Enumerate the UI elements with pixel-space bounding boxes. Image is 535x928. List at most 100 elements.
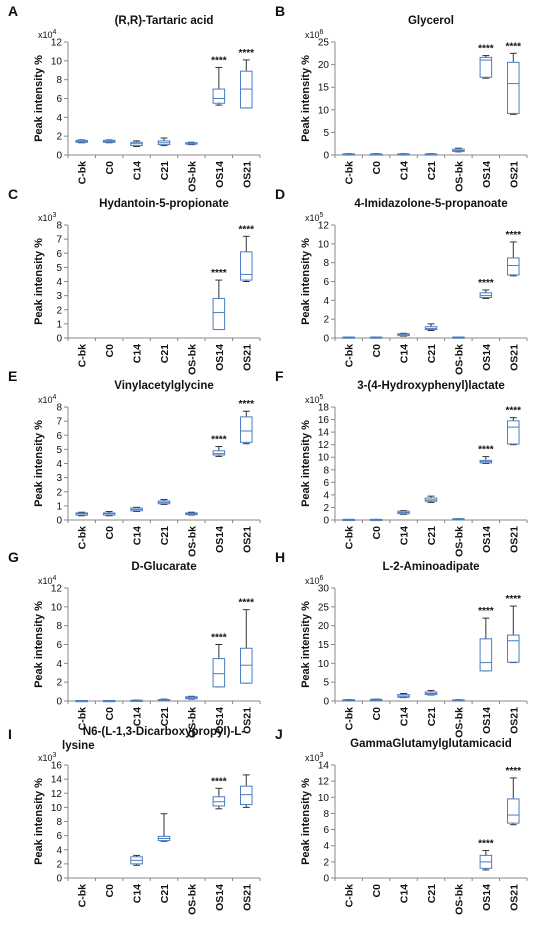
box-c14 bbox=[397, 153, 410, 156]
chart-title: Glycerol bbox=[408, 15, 454, 27]
y-tick-label: 10 bbox=[318, 793, 330, 804]
y-tick-label: 6 bbox=[56, 431, 62, 442]
box-body bbox=[507, 257, 520, 276]
panel-letter: F bbox=[275, 368, 284, 384]
x-tick-label: OS-bk bbox=[186, 161, 198, 192]
y-tick-label: 0 bbox=[323, 516, 329, 527]
box-os14: **** bbox=[211, 55, 227, 106]
y-axis-label: Peak intensity % bbox=[33, 238, 45, 325]
x-tick-label: OS-bk bbox=[186, 526, 198, 557]
y-tick-label: 25 bbox=[318, 38, 330, 49]
box-os14: **** bbox=[211, 633, 227, 688]
panel-letter: J bbox=[275, 726, 283, 742]
y-tick-label: 4 bbox=[56, 113, 62, 124]
y-tick-label: 0 bbox=[323, 697, 329, 708]
panel-letter: G bbox=[8, 549, 19, 565]
panel-letter: H bbox=[275, 549, 285, 565]
y-axis-label: Peak intensity % bbox=[300, 238, 312, 325]
chart-title: D-Glucarate bbox=[131, 561, 196, 573]
box-os-bk bbox=[185, 511, 198, 516]
box-c21 bbox=[424, 495, 438, 503]
box-c21 bbox=[424, 689, 438, 696]
x-tick-label: C14 bbox=[132, 884, 144, 903]
x-tick-label: OS21 bbox=[508, 707, 520, 734]
box-os-bk bbox=[452, 147, 465, 153]
x-tick-label: C14 bbox=[399, 344, 411, 363]
x-tick-label: C21 bbox=[426, 344, 438, 363]
y-tick-label: 16 bbox=[318, 415, 330, 426]
box-os14: **** bbox=[211, 268, 227, 331]
chart-title: Hydantoin-5-propionate bbox=[99, 198, 229, 210]
box-c0 bbox=[369, 518, 383, 522]
y-tick-label: 2 bbox=[323, 315, 329, 326]
box-os14: **** bbox=[478, 839, 494, 871]
x-tick-label: OS21 bbox=[241, 884, 253, 911]
y-tick-label: 3 bbox=[56, 473, 62, 484]
x-tick-label: OS14 bbox=[481, 884, 493, 911]
y-tick-label: 20 bbox=[318, 60, 330, 71]
y-tick-label: 6 bbox=[323, 277, 329, 288]
x-tick-label: C21 bbox=[426, 526, 438, 545]
y-tick-label: 30 bbox=[318, 584, 330, 595]
significance-stars: **** bbox=[478, 445, 494, 456]
x-tick-label: C0 bbox=[371, 707, 383, 721]
y-tick-label: 12 bbox=[51, 38, 63, 49]
x-tick-label: C21 bbox=[159, 526, 171, 545]
axis-multiplier: x104 bbox=[38, 29, 57, 40]
x-tick-label: OS14 bbox=[214, 707, 226, 734]
x-tick-label: C-bk bbox=[344, 707, 356, 730]
x-tick-label: OS14 bbox=[214, 344, 226, 371]
x-tick-label: OS14 bbox=[214, 526, 226, 553]
y-tick-label: 6 bbox=[56, 640, 62, 651]
y-tick-label: 8 bbox=[323, 258, 329, 269]
x-tick-label: C0 bbox=[104, 707, 116, 721]
y-tick-label: 4 bbox=[323, 490, 329, 501]
box-c-bk bbox=[342, 336, 355, 339]
x-tick-label: OS-bk bbox=[453, 884, 465, 915]
y-tick-label: 12 bbox=[318, 777, 330, 788]
y-tick-label: 15 bbox=[318, 640, 330, 651]
significance-stars: **** bbox=[211, 55, 227, 66]
panel-d: D 4-Imidazolone-5-propanoate x105 0 2 4 6 8 10 12… bbox=[275, 186, 528, 375]
chart-title: N6-(L-1,3-Dicarboxypropyl)-L- bbox=[83, 726, 245, 738]
box-c0 bbox=[369, 336, 383, 339]
box-c-bk bbox=[342, 698, 355, 702]
y-tick-label: 4 bbox=[323, 296, 329, 307]
box-c21 bbox=[424, 153, 438, 156]
box-os21: **** bbox=[505, 41, 521, 115]
axis-multiplier: x106 bbox=[305, 575, 324, 586]
x-tick-label: C21 bbox=[159, 161, 171, 180]
y-tick-label: 6 bbox=[56, 94, 62, 105]
y-tick-label: 4 bbox=[56, 277, 62, 288]
box-c21 bbox=[424, 323, 438, 331]
box-os21: **** bbox=[238, 48, 254, 109]
x-tick-label: C0 bbox=[104, 161, 116, 175]
y-tick-label: 2 bbox=[56, 487, 62, 498]
box-body bbox=[479, 56, 493, 78]
box-body bbox=[212, 88, 226, 104]
panel-a: A (R,R)-Tartaric acid x104 0 2 4 6 8 10 12 Peak in… bbox=[8, 3, 261, 192]
y-axis-label: Peak intensity % bbox=[33, 778, 45, 865]
y-tick-label: 0 bbox=[323, 874, 329, 885]
box-c-bk bbox=[342, 153, 355, 156]
chart-title: L-2-Aminoadipate bbox=[382, 561, 479, 573]
box-body bbox=[507, 798, 520, 824]
box-body bbox=[507, 61, 520, 114]
significance-stars: **** bbox=[478, 606, 494, 617]
x-tick-label: C-bk bbox=[77, 884, 89, 907]
y-tick-label: 6 bbox=[323, 478, 329, 489]
chart-title: Vinylacetylglycine bbox=[114, 380, 214, 392]
y-axis-label: Peak intensity % bbox=[300, 601, 312, 688]
x-tick-label: OS-bk bbox=[453, 526, 465, 557]
y-tick-label: 10 bbox=[51, 56, 63, 67]
panel-i: I N6-(L-1,3-Dicarboxypropyl)-L-lysine x103… bbox=[8, 726, 261, 915]
chart-title: GammaGlutamylglutamicacid bbox=[350, 738, 512, 750]
y-tick-label: 12 bbox=[51, 789, 63, 800]
x-tick-label: OS21 bbox=[508, 161, 520, 188]
box-os21 bbox=[240, 774, 253, 808]
y-tick-label: 2 bbox=[56, 305, 62, 316]
chart-title: 4-Imidazolone-5-propanoate bbox=[354, 198, 507, 210]
box-os14: **** bbox=[478, 44, 494, 79]
axis-multiplier: x105 bbox=[305, 212, 324, 223]
y-tick-label: 0 bbox=[56, 516, 62, 527]
